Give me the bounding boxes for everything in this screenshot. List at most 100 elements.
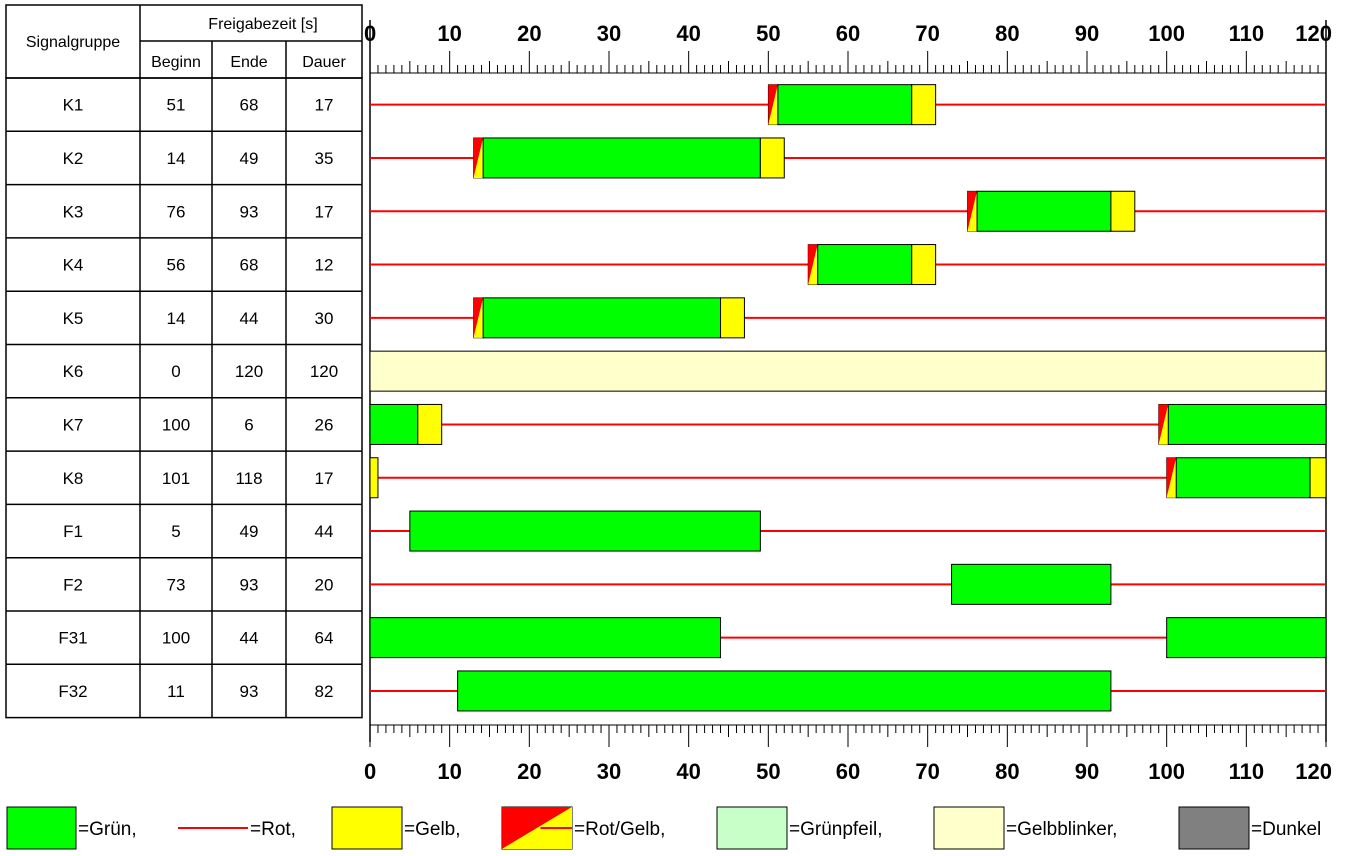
top-tick-label: 10 xyxy=(437,21,461,46)
top-tick-label: 110 xyxy=(1229,21,1265,46)
cell-begin: 51 xyxy=(167,96,186,115)
cell-duration: 17 xyxy=(315,96,334,115)
cell-duration: 12 xyxy=(315,256,334,275)
legend: =Grün, =Rot, =Gelb, =Rot/Gelb, =Grünpfeil, =G… xyxy=(6,806,1321,850)
cell-duration: 44 xyxy=(315,522,334,541)
cell-end: 49 xyxy=(240,149,259,168)
gelb-bar xyxy=(759,137,785,179)
gruen-bar xyxy=(817,244,913,286)
signal-row-f1 xyxy=(370,510,1326,552)
cell-duration: 17 xyxy=(315,469,334,488)
rotgelb-red-triangle xyxy=(808,244,818,285)
cell-end: 93 xyxy=(240,682,259,701)
cell-signal-name: K1 xyxy=(63,96,84,115)
cell-end: 6 xyxy=(244,415,253,434)
gelb-bar xyxy=(911,84,937,126)
header-beginn: Beginn xyxy=(151,54,201,71)
top-tick-label: 90 xyxy=(1075,21,1099,46)
legend-label: =Rot/Gelb, xyxy=(574,819,665,840)
signal-row-f31 xyxy=(369,617,1327,659)
legend-label: =Gelbblinker, xyxy=(1006,819,1117,840)
bottom-tick-label: 50 xyxy=(756,759,780,784)
cell-signal-name: K5 xyxy=(63,309,84,328)
cell-begin: 56 xyxy=(167,256,186,275)
cell-end: 68 xyxy=(240,256,259,275)
cell-duration: 17 xyxy=(315,202,334,221)
cell-begin: 73 xyxy=(167,575,186,594)
header-dauer: Dauer xyxy=(302,54,346,71)
gruen-bar xyxy=(951,563,1112,605)
cell-begin: 11 xyxy=(167,682,185,701)
cell-end: 120 xyxy=(235,362,263,381)
rotgelb-red-triangle xyxy=(768,84,778,125)
top-tick-label: 50 xyxy=(756,21,780,46)
bottom-tick-label: 20 xyxy=(517,759,541,784)
rotgelb-yellow-triangle xyxy=(768,84,778,125)
cell-duration: 82 xyxy=(315,682,334,701)
legend-swatch-gelb xyxy=(331,806,403,850)
signal-row-k1 xyxy=(370,84,1326,126)
cell-begin: 76 xyxy=(167,202,186,221)
cell-end: 93 xyxy=(240,575,259,594)
gelb-bar xyxy=(1110,190,1136,232)
cell-signal-name: F1 xyxy=(63,522,83,541)
bottom-tick-label: 120 xyxy=(1295,759,1332,784)
header-signalgruppe: Signalgruppe xyxy=(26,34,120,51)
cell-end: 44 xyxy=(240,629,259,648)
legend-item-rot: =Rot, xyxy=(178,819,296,840)
cell-end: 68 xyxy=(240,96,259,115)
cell-signal-name: K2 xyxy=(63,149,84,168)
rotgelb-yellow-triangle xyxy=(1166,457,1177,498)
bottom-tick-label: 90 xyxy=(1075,759,1099,784)
cell-duration: 30 xyxy=(315,309,334,328)
cell-duration: 64 xyxy=(315,629,334,648)
top-tick-label: 70 xyxy=(915,21,939,46)
header-freigabezeit: Freigabezeit [s] xyxy=(208,16,317,33)
legend-label: =Rot, xyxy=(250,819,296,840)
bottom-tick-label: 30 xyxy=(597,759,621,784)
bottom-tick-label: 40 xyxy=(676,759,700,784)
legend-item-gelb: =Gelb, xyxy=(331,806,461,850)
legend-swatch-gelbblinker xyxy=(933,806,1005,850)
signal-row-k2 xyxy=(370,137,1326,179)
legend-item-rotgelb: =Rot/Gelb, xyxy=(501,806,665,850)
legend-label: =Gelb, xyxy=(404,819,461,840)
signal-row-f2 xyxy=(370,563,1326,605)
cell-begin: 14 xyxy=(167,309,186,328)
legend-swatch-yellow-triangle xyxy=(502,807,572,849)
legend-swatch-dunkel xyxy=(1178,806,1250,850)
top-tick-label: 60 xyxy=(836,21,860,46)
gelb-bar xyxy=(720,297,745,339)
legend-item-dunkel: =Dunkel xyxy=(1178,806,1321,850)
gruen-bar xyxy=(482,297,722,339)
top-tick-label: 20 xyxy=(517,21,541,46)
cell-end: 118 xyxy=(235,469,262,488)
gruen-bar xyxy=(369,617,722,659)
gelb-bar xyxy=(369,457,379,499)
gruen-bar xyxy=(369,403,419,445)
cell-signal-name: K3 xyxy=(63,202,84,221)
cell-signal-name: F31 xyxy=(58,629,87,648)
legend-swatch-gruenpfeil xyxy=(716,806,788,850)
bottom-tick-label: 60 xyxy=(836,759,860,784)
legend-item-gruen: =Grün, xyxy=(6,806,137,850)
cell-signal-name: K4 xyxy=(63,256,84,275)
bottom-tick-label: 70 xyxy=(915,759,939,784)
signal-row-k6 xyxy=(369,350,1327,392)
cell-begin: 100 xyxy=(162,629,190,648)
bottom-tick-label: 10 xyxy=(437,759,461,784)
cell-duration: 20 xyxy=(315,575,334,594)
bottom-tick-label: 0 xyxy=(364,759,376,784)
gelb-bar xyxy=(911,244,937,286)
top-tick-label: 40 xyxy=(676,21,700,46)
cell-end: 49 xyxy=(240,522,259,541)
signal-row-k5 xyxy=(370,297,1326,339)
bottom-tick-label: 110 xyxy=(1229,759,1265,784)
top-tick-label: 80 xyxy=(995,21,1019,46)
cell-begin: 0 xyxy=(171,362,180,381)
gelbblinker-bar xyxy=(369,350,1327,392)
table-header: Signalgruppe Freigabezeit [s] Beginn End… xyxy=(5,4,363,79)
cell-signal-name: K7 xyxy=(63,415,84,434)
